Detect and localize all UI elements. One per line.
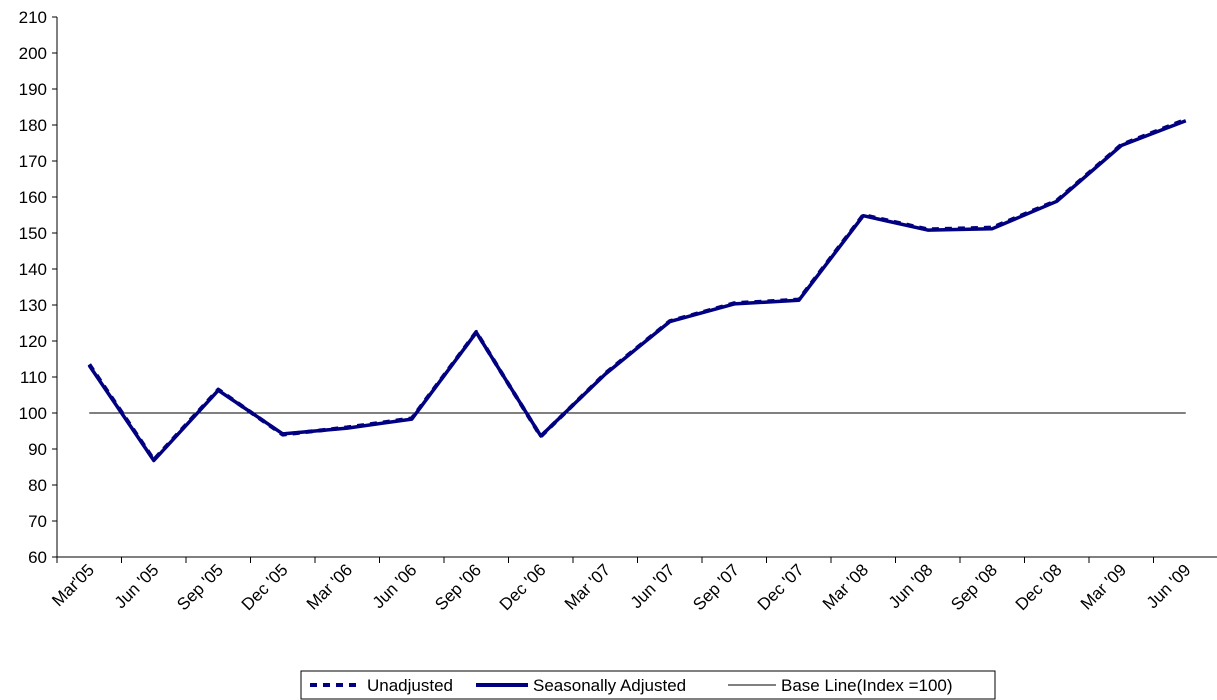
x-tick-label: Mar '06 — [303, 560, 356, 613]
y-tick-label: 180 — [19, 116, 47, 135]
unadjusted-point — [927, 228, 929, 230]
x-tick-label: Mar'05 — [48, 560, 98, 610]
plot-area — [87, 117, 1187, 463]
y-tick-label: 200 — [19, 44, 47, 63]
unadjusted-series-line — [87, 117, 1187, 462]
chart-axes — [56, 17, 1217, 558]
legend-label-base-line: Base Line(Index =100) — [781, 676, 953, 695]
x-tick-label: Sep '08 — [947, 560, 1001, 614]
y-axis-ticks: 60 70 80 90 100 110 120 130 140 150 160 170 180 190 20… — [19, 8, 57, 567]
unadjusted-point — [411, 417, 413, 419]
unadjusted-point — [604, 372, 606, 374]
unadjusted-point — [346, 426, 348, 428]
y-tick-label: 160 — [19, 188, 47, 207]
x-tick-label: Jun '08 — [885, 560, 937, 612]
unadjusted-point — [153, 459, 155, 461]
x-tick-label: Jun '06 — [369, 560, 421, 612]
x-tick-label: Sep '05 — [173, 560, 227, 614]
x-tick-label: Mar '07 — [561, 560, 614, 613]
y-tick-label: 120 — [19, 332, 47, 351]
y-tick-label: 210 — [19, 8, 47, 27]
x-tick-label: Sep '07 — [689, 560, 743, 614]
y-tick-label: 110 — [20, 368, 47, 387]
y-tick-label: 70 — [28, 512, 47, 531]
seasonally-adjusted-series-line — [87, 119, 1187, 463]
legend: Unadjusted Seasonally Adjusted Base Line… — [300, 670, 996, 700]
unadjusted-point — [1056, 200, 1058, 202]
y-tick-label: 170 — [19, 152, 47, 171]
unadjusted-point — [540, 435, 542, 437]
y-tick-label: 150 — [19, 224, 47, 243]
y-tick-label: 130 — [19, 296, 47, 315]
x-tick-label: Jun '07 — [627, 560, 679, 612]
y-tick-label: 60 — [28, 548, 47, 567]
x-axis-ticks: Mar'05 Jun '05 Sep '05 Dec '05 Mar '06 Jun '0… — [48, 557, 1195, 614]
x-tick-label: Dec '08 — [1012, 560, 1066, 614]
unadjusted-point — [798, 299, 800, 301]
x-tick-label: Dec '06 — [496, 560, 550, 614]
unadjusted-point — [282, 434, 284, 436]
x-tick-label: Mar '09 — [1077, 560, 1130, 613]
unadjusted-point — [669, 320, 671, 322]
unadjusted-point — [1120, 144, 1122, 146]
unadjusted-point — [733, 302, 735, 304]
unadjusted-point — [862, 214, 864, 216]
unadjusted-point — [217, 389, 219, 391]
unadjusted-point — [88, 363, 90, 365]
legend-label-seasonally-adjusted: Seasonally Adjusted — [533, 676, 686, 695]
unadjusted-point — [475, 331, 477, 333]
y-tick-label: 80 — [28, 476, 47, 495]
x-tick-label: Dec '07 — [754, 560, 808, 614]
y-tick-label: 190 — [19, 80, 47, 99]
y-tick-label: 90 — [28, 440, 47, 459]
y-tick-label: 140 — [19, 260, 47, 279]
legend-label-unadjusted: Unadjusted — [367, 676, 453, 695]
x-tick-label: Jun '05 — [111, 560, 163, 612]
x-tick-label: Dec '05 — [238, 560, 292, 614]
x-tick-label: Jun '09 — [1143, 560, 1195, 612]
y-tick-label: 100 — [19, 404, 47, 423]
unadjusted-point — [1185, 119, 1187, 121]
legend-box — [300, 670, 996, 700]
x-tick-label: Mar '08 — [819, 560, 872, 613]
x-tick-label: Sep '06 — [431, 560, 485, 614]
unadjusted-point — [991, 227, 993, 229]
